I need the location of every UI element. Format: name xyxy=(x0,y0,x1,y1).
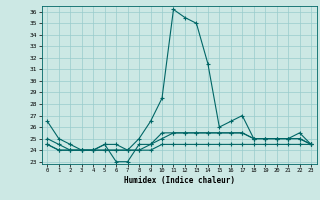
X-axis label: Humidex (Indice chaleur): Humidex (Indice chaleur) xyxy=(124,176,235,185)
